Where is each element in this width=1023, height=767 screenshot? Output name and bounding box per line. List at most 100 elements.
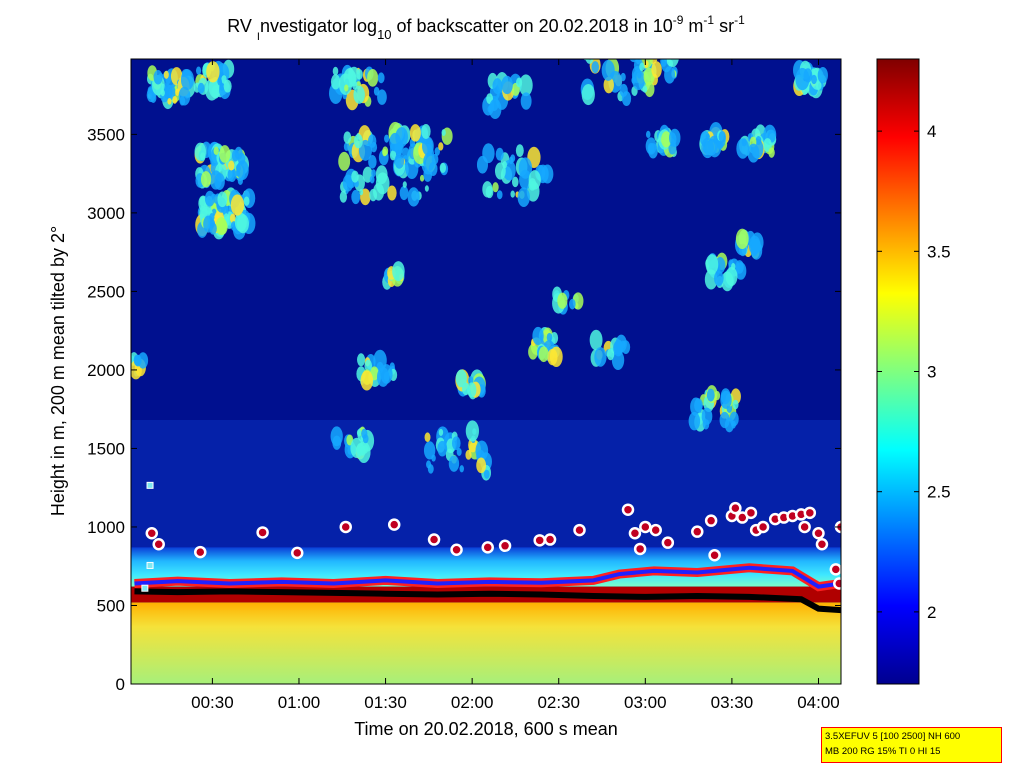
cloud-patch: [195, 66, 202, 75]
cloud-top-marker: [704, 514, 718, 527]
cloud-patch: [664, 66, 676, 84]
y-tick-label: 2000: [87, 361, 125, 380]
cloud-top-marker: [498, 539, 512, 553]
cloud-patch: [747, 143, 760, 163]
cloud-patch: [358, 139, 372, 161]
cloud-patch: [520, 92, 532, 110]
cloud-patch: [817, 67, 828, 84]
cloud-patch: [387, 185, 397, 201]
cloud-patch: [434, 147, 440, 156]
aerosol-cloud-patches: [131, 59, 828, 481]
cloud-patch: [213, 146, 219, 156]
cloud-patch: [380, 364, 393, 384]
cloud-patch: [603, 76, 614, 94]
cloud-top-marker: [708, 548, 721, 562]
cloud-patch: [329, 82, 343, 104]
cloud-patch: [439, 162, 447, 173]
cloud-patch: [811, 74, 817, 85]
colorbar: 2 2.5 3 3.5 4: [876, 58, 951, 685]
cloud-patch: [538, 346, 549, 363]
cloud-patch: [735, 228, 749, 250]
title-rest1: nvestigator log: [260, 16, 377, 36]
cloud-patch: [375, 165, 388, 185]
cloud-patch: [221, 75, 227, 84]
cloud-patch: [629, 59, 639, 63]
cloud-patch: [137, 352, 149, 369]
cloud-top-marker: [633, 542, 647, 556]
title-exp3: -1: [734, 13, 745, 27]
cloud-top-marker: [798, 520, 811, 534]
cloud-patch: [688, 411, 701, 431]
cloud-patch: [147, 86, 154, 95]
cloud-patch: [606, 348, 615, 361]
cloud-patch: [594, 347, 607, 367]
y-tick-label: 3000: [87, 204, 125, 223]
cloud-patch: [502, 161, 507, 169]
mixed-layer-height-line: [134, 588, 841, 614]
cloud-patch: [441, 129, 446, 137]
cloud-patch: [153, 69, 163, 85]
x-axis-label: Time on 20.02.2018, 600 s mean: [354, 719, 618, 739]
cloud-patch: [423, 441, 436, 460]
x-axis: 00:30 01:00 01:30 02:00 02:30 03:00 03:30 04:00: [191, 59, 840, 712]
cloud-patch: [768, 147, 775, 158]
cloud-patch: [515, 77, 523, 88]
cloud-patch: [343, 142, 350, 152]
cloud-top-marker: [812, 526, 825, 540]
cloud-top-marker: [339, 520, 352, 534]
cloud-patch: [583, 59, 590, 61]
cloud-patch: [200, 152, 206, 161]
cloud-patch: [369, 175, 375, 184]
cloud-patch: [209, 170, 222, 190]
cloud-patch: [511, 176, 519, 188]
colorbar-ticks: 2 2.5 3 3.5 4: [877, 122, 951, 622]
cloud-patch: [725, 266, 738, 287]
cloud-top-marker: [649, 523, 662, 537]
cloud-patch: [360, 370, 374, 391]
cloud-patch: [421, 123, 431, 139]
cloud-patch: [371, 169, 376, 178]
cloud-patch: [639, 62, 645, 72]
cloud-patch: [227, 167, 237, 183]
cloud-patch: [492, 78, 503, 95]
cloud-patch: [339, 190, 348, 203]
cloud-patch: [718, 131, 726, 143]
x-tick-label: 03:00: [624, 693, 667, 712]
cloud-patch: [180, 69, 194, 91]
cloud-patch: [669, 128, 681, 148]
cloud-top-marker: [744, 506, 758, 520]
cloud-patch: [338, 73, 353, 95]
cloud-patch: [642, 85, 648, 93]
cloud-patch: [519, 74, 533, 97]
cloud-top-marker: [621, 503, 635, 516]
cloud-patch: [206, 61, 220, 83]
cloud-patch: [356, 429, 362, 437]
cloud-patch: [510, 154, 516, 163]
cloud-patch: [409, 124, 421, 142]
cloud-patch: [601, 59, 615, 81]
cloud-patch: [620, 72, 626, 82]
cloud-patch: [648, 143, 658, 159]
cloud-patch: [150, 93, 157, 104]
x-tick-label: 02:00: [451, 693, 494, 712]
cloud-patch: [704, 269, 718, 290]
cloud-patch: [373, 86, 380, 96]
x-tick-label: 01:00: [278, 693, 321, 712]
cloud-patch: [342, 174, 354, 192]
cloud-patch: [377, 72, 385, 84]
cloud-patch: [690, 397, 702, 417]
x-tick-label: 01:30: [364, 693, 407, 712]
chart-title: RV Investigator log10 of backscatter on …: [227, 13, 745, 43]
cloud-patch: [501, 75, 513, 95]
cloud-patch: [437, 440, 448, 457]
cloud-patch: [209, 212, 215, 222]
info-line-1: 3.5XEFUV 5 [100 2500] NH 600: [825, 731, 961, 742]
cloud-patch: [359, 188, 364, 196]
cloud-patch: [377, 89, 387, 105]
cloud-patch: [344, 84, 349, 92]
cloud-patch: [359, 445, 367, 456]
cloud-patch: [394, 153, 405, 169]
cloud-patch: [178, 86, 191, 106]
cloud-patch: [234, 212, 247, 232]
